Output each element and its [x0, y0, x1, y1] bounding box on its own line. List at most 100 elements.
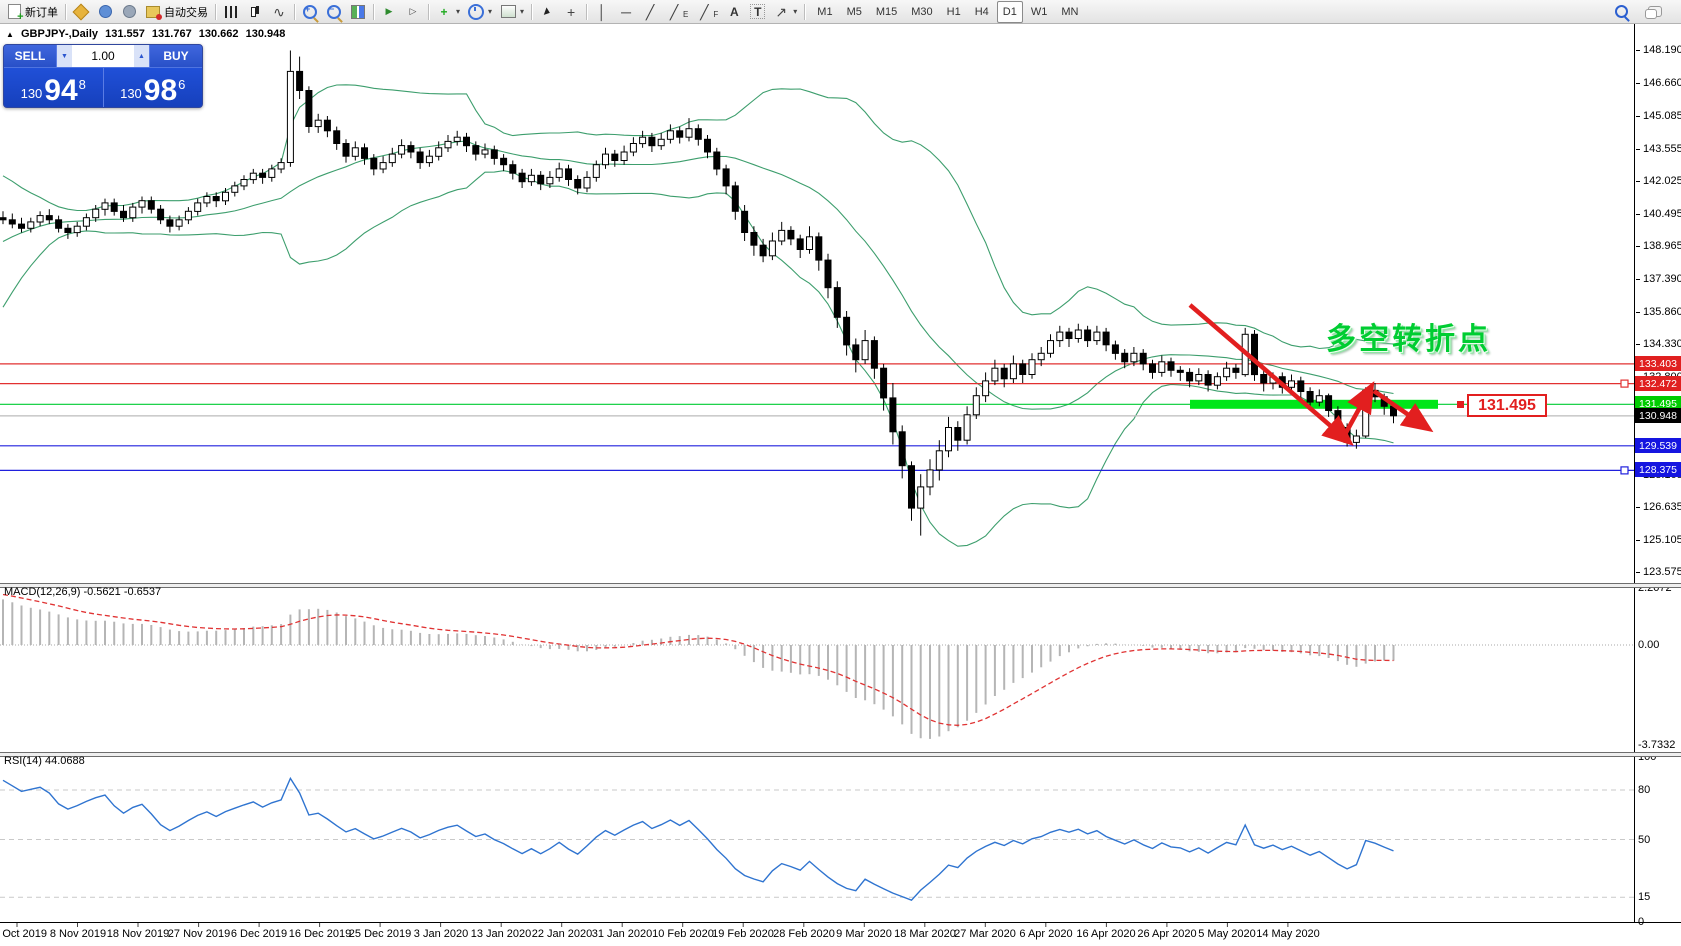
sell-button[interactable]: SELL — [4, 45, 57, 67]
candle-body — [407, 145, 415, 153]
date-label: 19 Feb 2020 — [712, 928, 774, 940]
timeframe-button-h1[interactable]: H1 — [946, 5, 961, 18]
price-line-label-132.472[interactable]: 132.472 — [1635, 376, 1681, 391]
price-annotation-box[interactable]: 131.495 — [1467, 394, 1547, 417]
template-icon — [500, 5, 516, 18]
candle-body — [333, 130, 341, 145]
price-line-label-128.375[interactable]: 128.375 — [1635, 462, 1681, 477]
timeframe-button-d1[interactable]: D1 — [996, 0, 1023, 23]
arrows-tool-button[interactable]: ↗ ▾ — [769, 2, 801, 22]
search-button[interactable] — [1609, 2, 1633, 22]
line-handle-marker[interactable] — [1620, 466, 1629, 475]
candle-body — [231, 185, 239, 193]
price-tick: 134.330 — [1636, 338, 1681, 350]
trendline-button[interactable]: ╱ — [638, 2, 662, 22]
macd-panel-separator[interactable] — [0, 583, 1681, 588]
date-label: 3 Jan 2020 — [413, 928, 469, 940]
profile-icon — [98, 5, 112, 18]
candle-body — [296, 70, 304, 92]
candle-body — [796, 238, 804, 250]
annotation-arrow-2[interactable] — [1341, 381, 1375, 440]
timeframe-button-mn[interactable]: MN — [1061, 5, 1079, 18]
chat-button[interactable] — [1643, 2, 1667, 22]
timeframe-button-m1[interactable]: M1 — [817, 5, 833, 18]
line-handle-marker[interactable] — [1620, 379, 1629, 388]
vertical-line-button[interactable]: │ — [590, 2, 614, 22]
annotation-arrow-3[interactable] — [1372, 389, 1434, 433]
chart-area[interactable]: ▲ GBPJPY-,Daily 131.557 131.767 130.662 … — [0, 24, 1681, 946]
candle-body — [889, 397, 897, 433]
trendline-icon: ╱ — [645, 3, 655, 20]
candle-body — [509, 164, 517, 174]
periods-button[interactable]: ▾ — [464, 2, 496, 22]
text-tool-button[interactable]: A — [722, 2, 746, 22]
candle-body — [36, 215, 44, 223]
candle-body — [1315, 395, 1323, 403]
separator — [586, 3, 588, 20]
new-order-button[interactable]: 新订单 — [2, 2, 62, 23]
tile-windows-button[interactable] — [346, 2, 370, 22]
turning-point-annotation[interactable]: 多空转折点 — [1326, 323, 1491, 356]
autotrade-button[interactable]: 自动交易 — [141, 2, 212, 22]
indicators-button[interactable]: + ▾ — [432, 2, 464, 22]
timeframe-button-m5[interactable]: M5 — [846, 5, 862, 18]
price-annotation-marker[interactable] — [1457, 401, 1464, 408]
zoom-in-button[interactable]: + — [298, 2, 322, 22]
price-line-label-129.539[interactable]: 129.539 — [1635, 438, 1681, 453]
candle-body — [611, 153, 619, 162]
timeframe-button-h4[interactable]: H4 — [974, 5, 989, 18]
price-line-label-133.403[interactable]: 133.403 — [1635, 356, 1681, 371]
expand-arrow-icon[interactable]: ▲ — [6, 30, 14, 39]
price-line-label-131.495[interactable]: 131.495 — [1635, 396, 1681, 411]
candle-body — [750, 232, 758, 246]
zoom-out-icon: − — [327, 4, 341, 19]
profile-button[interactable] — [93, 2, 117, 22]
text-label-button[interactable]: T — [746, 2, 769, 22]
horizontal-line-button[interactable]: ─ — [614, 2, 638, 22]
main-toolbar: 新订单 自动交易 ∿ + − ▶ ▷ +▾ ▾ ▾ — [0, 0, 1681, 24]
signal-button[interactable] — [117, 2, 141, 22]
candle-body — [1186, 371, 1194, 382]
buy-price-tile[interactable]: 130 98 6 — [103, 68, 202, 107]
candle-body — [259, 172, 267, 178]
price-line-label-130.948[interactable]: 130.948 — [1635, 408, 1681, 423]
templates-button[interactable]: ▾ — [496, 2, 528, 22]
annotation-arrow-1[interactable] — [1188, 303, 1354, 446]
rsi-label: RSI(14) 44.0688 — [4, 755, 85, 767]
fibonacci-button[interactable]: ╱ F — [692, 2, 722, 22]
rsi-line — [2, 776, 1394, 902]
timeframe-button-m15[interactable]: M15 — [875, 5, 898, 18]
cursor-button[interactable] — [535, 2, 559, 22]
ohlc-low: 130.662 — [198, 28, 239, 40]
zoom-out-button[interactable]: − — [322, 2, 346, 22]
gold-button[interactable] — [69, 2, 93, 22]
auto-scroll-icon: ▶ — [385, 6, 393, 16]
timeframe-button-w1[interactable]: W1 — [1030, 5, 1048, 18]
bar-chart-button[interactable] — [219, 2, 243, 22]
candle-body — [175, 219, 183, 227]
date-label: 18 Nov 2019 — [106, 928, 170, 940]
indicators-icon: + — [440, 4, 448, 19]
rsi-panel-separator[interactable] — [0, 752, 1681, 757]
line-chart-button[interactable]: ∿ — [267, 2, 291, 22]
support-zone-bar[interactable] — [1190, 399, 1438, 409]
candle-body — [166, 219, 174, 227]
crosshair-button[interactable]: + — [559, 2, 583, 22]
price-tick: 146.660 — [1636, 77, 1681, 89]
candle-body — [286, 70, 294, 163]
volume-decrease-button[interactable]: ▼ — [57, 45, 72, 67]
timeframe-button-m30[interactable]: M30 — [911, 5, 933, 18]
sell-price-tile[interactable]: 130 94 8 — [4, 68, 104, 107]
volume-increase-button[interactable]: ▲ — [134, 45, 149, 67]
channel-button[interactable]: ╱ E — [662, 2, 692, 22]
volume-input[interactable]: 1.00 — [72, 45, 134, 67]
candle-body — [963, 414, 971, 441]
candle-body — [1149, 363, 1156, 373]
candle-body — [731, 185, 739, 212]
chart-shift-button[interactable]: ▷ — [401, 2, 425, 22]
auto-scroll-button[interactable]: ▶ — [377, 2, 401, 22]
candlestick-button[interactable] — [243, 2, 267, 22]
chart-canvas[interactable] — [0, 24, 1634, 946]
gold-icon — [72, 3, 90, 20]
buy-button[interactable]: BUY — [149, 45, 202, 67]
